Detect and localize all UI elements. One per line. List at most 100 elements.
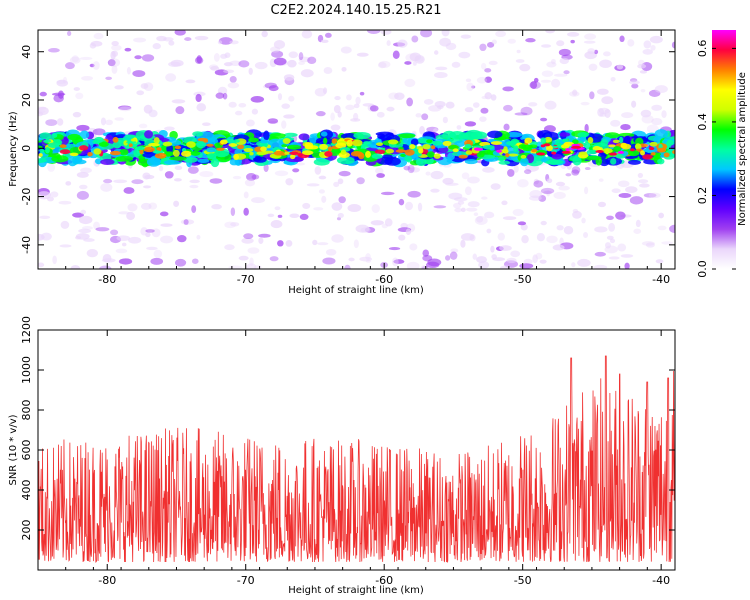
heatmap-speckle xyxy=(75,92,84,100)
heatmap-speckle xyxy=(116,235,131,242)
heatmap-speckle xyxy=(337,178,344,185)
heatmap-speckle xyxy=(584,186,589,195)
heatmap-frame xyxy=(37,29,676,270)
heatmap-speckle xyxy=(472,253,478,260)
heatmap-speckle xyxy=(243,191,249,199)
heatmap-band-peak xyxy=(346,139,353,147)
heatmap-band-peak xyxy=(43,139,52,143)
heatmap-speckle xyxy=(610,76,616,82)
heatmap-speckle xyxy=(79,184,88,190)
heatmap-speckle xyxy=(532,254,538,264)
heatmap-speckle xyxy=(168,40,175,46)
heatmap-band-cell xyxy=(551,153,563,160)
heatmap-band-max xyxy=(565,148,571,152)
heatmap-speckle xyxy=(540,79,552,83)
heatmap-speckle xyxy=(189,179,200,184)
heatmap-band-cell xyxy=(263,130,270,141)
heatmap-speckle xyxy=(500,265,512,269)
heatmap-speckle xyxy=(501,200,508,206)
heatmap-speckle xyxy=(616,64,624,70)
heatmap-band-cell xyxy=(283,132,298,138)
snr-ticks: -80 -70 -60 -50 -40 200 400 600 800 1000 1200 xyxy=(20,316,676,587)
heatmap-speckle xyxy=(195,93,202,103)
heatmap-speckle xyxy=(464,107,474,113)
heatmap-speckle xyxy=(277,214,283,218)
heatmap-band-peak xyxy=(628,150,640,157)
heatmap-speckle xyxy=(160,223,173,227)
heatmap-band-peak xyxy=(304,144,314,150)
heatmap-speckle xyxy=(445,255,451,261)
heatmap-speckle xyxy=(490,94,497,101)
heatmap-speckle xyxy=(331,234,344,243)
heatmap-speckle xyxy=(533,178,539,185)
heatmap-band-peak xyxy=(206,153,217,160)
heatmap-speckle xyxy=(262,85,270,89)
heatmap-speckle xyxy=(572,208,579,214)
heatmap-speckle xyxy=(484,92,492,100)
heatmap-band-cell xyxy=(79,130,90,139)
heatmap-speckle xyxy=(460,233,475,241)
heatmap-band-cell xyxy=(210,158,220,168)
heatmap-speckle xyxy=(523,169,532,175)
heatmap-band-peak xyxy=(385,148,395,154)
heatmap-band-peak xyxy=(561,138,569,142)
heatmap-speckle xyxy=(159,211,169,217)
heatmap-band-peak xyxy=(128,143,133,148)
heatmap-speckle xyxy=(624,262,630,269)
heatmap-speckle xyxy=(353,239,359,249)
heatmap-speckle xyxy=(95,227,110,232)
heatmap-speckle xyxy=(540,187,555,194)
heatmap-speckle xyxy=(421,113,429,121)
heatmap-speckle xyxy=(488,60,498,66)
heatmap-band-peak xyxy=(458,154,468,159)
heatmap-band-peak xyxy=(507,153,519,157)
heatmap-speckle xyxy=(313,207,324,211)
heatmap-speckle xyxy=(65,181,72,186)
heatmap-speckle xyxy=(53,94,64,103)
heatmap-speckle xyxy=(639,70,648,74)
heatmap-speckle xyxy=(38,106,49,116)
heatmap-speckle xyxy=(118,258,133,265)
heatmap-speckle xyxy=(133,37,147,43)
heatmap-band-cell xyxy=(377,133,386,140)
heatmap-speckle xyxy=(369,105,379,112)
colorbar-tick-label: 0.6 xyxy=(696,40,709,58)
heatmap-speckle xyxy=(202,122,211,127)
heatmap-band-cell xyxy=(267,138,285,148)
heatmap-speckle xyxy=(298,56,311,63)
heatmap-speckle xyxy=(45,119,58,126)
heatmap-speckle xyxy=(412,61,417,66)
heatmap-speckle xyxy=(273,40,286,49)
heatmap-band-peak xyxy=(45,146,50,154)
heatmap-speckle xyxy=(93,221,100,230)
x-tick-label: -70 xyxy=(237,273,255,286)
heatmap-band-cell xyxy=(115,155,134,162)
heatmap-speckle xyxy=(491,254,497,260)
heatmap-speckle xyxy=(38,262,45,268)
heatmap-speckle xyxy=(460,239,466,248)
heatmap-speckle xyxy=(365,253,371,261)
heatmap-band-cell xyxy=(163,160,180,165)
heatmap-speckle xyxy=(499,245,512,251)
heatmap-band-peak xyxy=(248,137,260,143)
heatmap-speckle xyxy=(378,60,391,68)
heatmap-band-peak xyxy=(395,149,407,153)
heatmap-speckle xyxy=(69,56,81,64)
heatmap-speckle xyxy=(367,30,381,34)
heatmap-band-cell xyxy=(410,138,419,146)
heatmap-speckle xyxy=(58,200,72,205)
heatmap-band-peak xyxy=(545,144,553,152)
heatmap-band-cell xyxy=(144,130,154,139)
heatmap-band-cell xyxy=(559,132,571,137)
heatmap-speckle xyxy=(194,56,204,64)
heatmap-band-peak xyxy=(409,144,416,150)
heatmap-band-max xyxy=(536,152,546,156)
heatmap-band-peak xyxy=(39,148,45,153)
heatmap-speckle xyxy=(645,242,655,248)
y-tick-label: 20 xyxy=(20,93,33,107)
heatmap-speckle xyxy=(47,163,56,172)
heatmap-speckle xyxy=(90,40,103,47)
heatmap-speckle xyxy=(325,248,337,256)
heatmap-band-peak xyxy=(273,150,285,156)
heatmap-speckle xyxy=(593,264,608,269)
